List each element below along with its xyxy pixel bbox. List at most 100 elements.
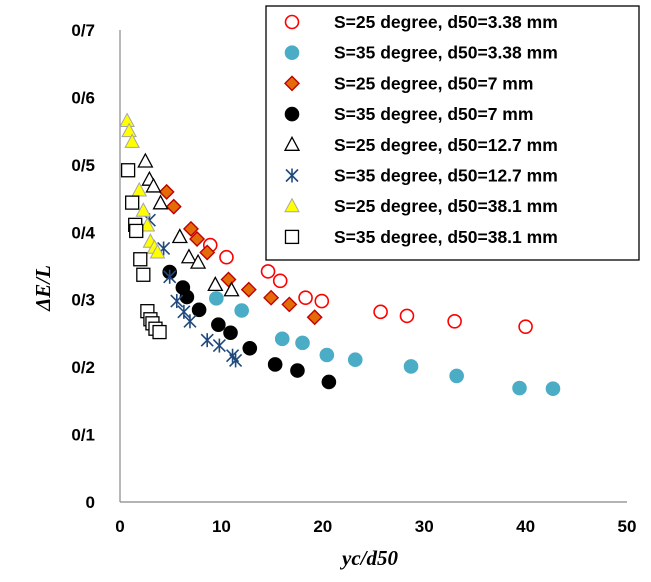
legend-label: S=25 degree, d50=38.1 mm (334, 196, 558, 216)
data-point (207, 276, 224, 292)
data-point (158, 183, 175, 200)
legend-label: S=35 degree, d50=38.1 mm (334, 227, 558, 247)
y-tick-label: 0/6 (71, 88, 95, 107)
x-tick-label: 10 (212, 517, 231, 536)
data-point (124, 133, 141, 148)
data-point (220, 271, 237, 288)
y-tick-label: 0/4 (71, 223, 95, 242)
x-tick-label: 30 (415, 517, 434, 536)
legend-marker (284, 75, 300, 92)
y-tick-label: 0/3 (71, 291, 95, 310)
x-tick-label: 40 (516, 517, 535, 536)
data-point (171, 228, 188, 244)
legend-label: S=25 degree, d50=3.38 mm (334, 12, 558, 32)
data-point (260, 264, 276, 279)
data-point (545, 381, 561, 397)
legend-box (265, 5, 640, 261)
data-point (306, 309, 323, 326)
data-point (298, 290, 313, 305)
data-point (191, 302, 207, 318)
data-point (183, 314, 197, 329)
data-point (274, 331, 290, 347)
data-point (319, 347, 335, 363)
data-point (447, 313, 462, 329)
legend-marker (284, 14, 300, 30)
x-axis-title: yc/d50 (339, 546, 398, 570)
data-point (267, 357, 283, 372)
legend-marker (284, 229, 300, 245)
data-point (136, 267, 151, 282)
data-point (449, 368, 464, 384)
data-point (152, 194, 169, 210)
legend-label: S=35 degree, d50=7 mm (334, 104, 533, 124)
data-point (295, 335, 310, 351)
legend-label: S=35 degree, d50=12.7 mm (334, 166, 558, 186)
axes-layer (119, 30, 627, 503)
y-tick-labels: 0 0/1 0/2 0/3 0/4 0/5 0/6 0/7 (71, 21, 95, 512)
data-point (189, 253, 207, 269)
y-tick-label: 0/5 (71, 156, 95, 175)
data-point (223, 325, 238, 341)
data-point (212, 338, 226, 353)
y-axis-title: ΔE/L (31, 265, 55, 312)
legend-marker (284, 45, 300, 61)
legend-label: S=35 degree, d50=3.38 mm (334, 43, 558, 63)
data-point (219, 249, 234, 265)
data-point (209, 291, 224, 306)
data-point (314, 293, 330, 309)
data-point (139, 216, 156, 232)
data-point (373, 304, 388, 320)
data-point (149, 243, 166, 259)
legend-label: S=25 degree, d50=12.7 mm (334, 135, 558, 155)
data-point (290, 363, 305, 378)
data-point (152, 324, 167, 340)
data-point (321, 374, 337, 390)
data-point (133, 252, 148, 267)
y-tick-label: 0/7 (71, 21, 95, 40)
data-point (234, 303, 249, 318)
data-point (199, 244, 216, 261)
data-point (211, 317, 226, 332)
data-point (182, 220, 199, 237)
data-point (163, 269, 177, 284)
data-point (399, 308, 415, 324)
x-tick-label: 50 (618, 517, 637, 536)
data-point (177, 304, 191, 319)
data-point (125, 195, 140, 210)
data-point (137, 152, 154, 168)
data-point (242, 340, 258, 356)
data-point (200, 333, 214, 348)
data-point (518, 319, 533, 334)
data-point (119, 112, 135, 128)
legend-marker (283, 135, 301, 151)
data-point (240, 281, 257, 298)
data-point (165, 198, 182, 215)
data-point (121, 122, 137, 138)
legend: S=25 degree, d50=3.38 mm S=35 degree, d50… (265, 5, 640, 261)
data-point (135, 202, 152, 217)
data-point (145, 177, 162, 193)
data-markers (119, 112, 561, 397)
legend-marker (284, 197, 300, 213)
data-point (223, 281, 240, 297)
data-point (180, 248, 198, 264)
data-point (347, 352, 363, 368)
data-point (179, 289, 195, 305)
y-tick-label: 0/2 (71, 358, 95, 377)
x-tick-label: 0 (115, 517, 124, 536)
legend-label: S=25 degree, d50=7 mm (334, 73, 533, 93)
legend-marker (284, 106, 300, 122)
data-point (189, 231, 206, 248)
y-tick-label: 0/1 (71, 426, 95, 445)
data-point (281, 296, 298, 313)
data-point (403, 359, 419, 374)
data-point (229, 353, 243, 368)
x-tick-label: 20 (313, 517, 332, 536)
x-tick-labels: 0 10 20 30 40 50 (115, 517, 636, 536)
y-tick-label: 0 (86, 493, 95, 512)
data-point (170, 294, 184, 309)
legend-marker (285, 168, 299, 183)
data-point (120, 163, 136, 178)
